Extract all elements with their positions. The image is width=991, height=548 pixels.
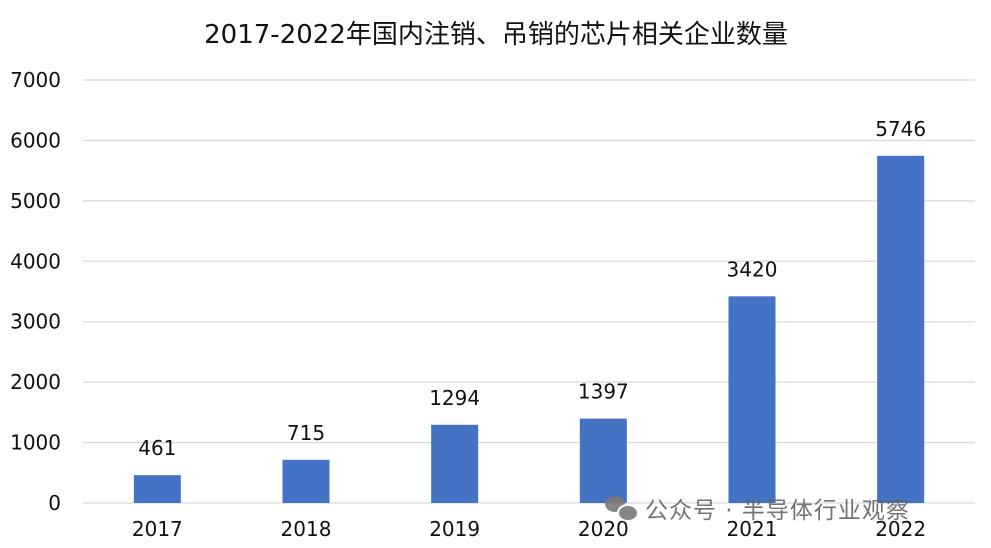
data-label: 1294 [429, 386, 480, 410]
y-tick-label: 2000 [10, 370, 61, 394]
bar-2021 [728, 296, 776, 503]
data-label: 5746 [875, 117, 926, 141]
x-tick-label: 2019 [429, 517, 480, 541]
data-label: 1397 [578, 380, 629, 404]
bar-2020 [579, 418, 627, 503]
bar-2017 [133, 475, 181, 503]
bars [133, 155, 925, 503]
y-tick-label: 4000 [10, 249, 61, 273]
y-axis-ticks: 0 1000 2000 3000 4000 5000 6000 7000 [10, 68, 61, 515]
chart-title: 2017-2022年国内注销、吊销的芯片相关企业数量 [204, 20, 788, 50]
bar-2022 [877, 155, 925, 503]
y-tick-label: 1000 [10, 431, 61, 455]
bar-2019 [431, 424, 479, 503]
y-tick-label: 0 [48, 491, 61, 515]
data-label: 715 [287, 421, 325, 445]
x-tick-label: 2021 [727, 517, 778, 541]
data-labels: 461 715 1294 1397 3420 5746 [138, 117, 926, 460]
x-tick-label: 2017 [132, 517, 183, 541]
x-axis-ticks: 2017 2018 2019 2020 2021 2022 [132, 517, 926, 541]
y-tick-label: 5000 [10, 189, 61, 213]
gridlines [83, 79, 975, 504]
y-tick-label: 6000 [10, 128, 61, 152]
data-label: 461 [138, 436, 176, 460]
y-tick-label: 7000 [10, 68, 61, 92]
y-tick-label: 3000 [10, 310, 61, 334]
x-tick-label: 2020 [578, 517, 629, 541]
x-tick-label: 2022 [875, 517, 926, 541]
data-label: 3420 [727, 257, 778, 281]
bar-2018 [282, 459, 330, 503]
x-tick-label: 2018 [281, 517, 332, 541]
